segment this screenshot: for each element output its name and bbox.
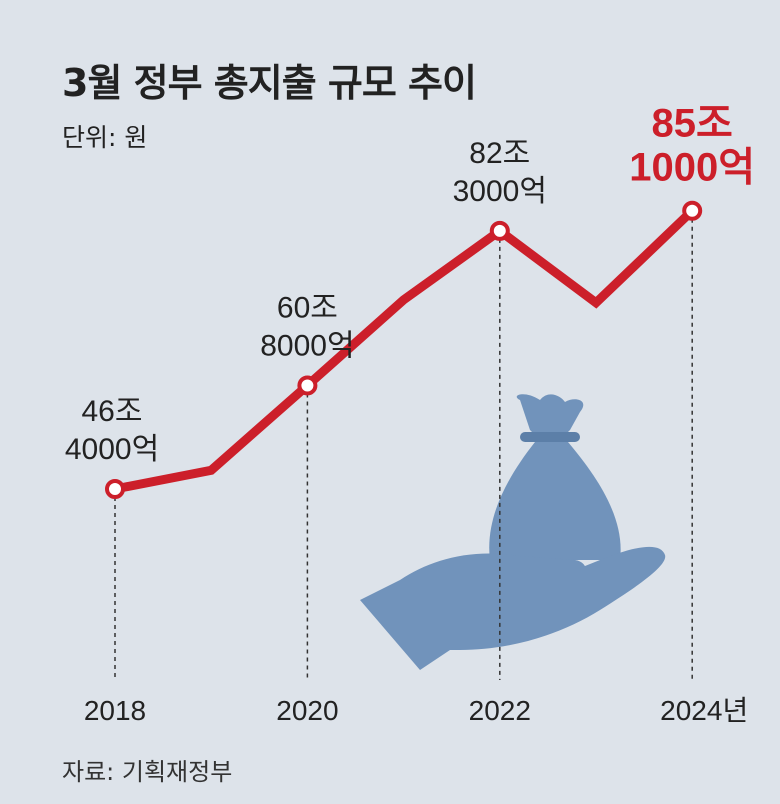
data-label-line1: 46조	[82, 395, 143, 428]
x-tick-label: 2020	[276, 695, 338, 726]
data-point	[682, 200, 703, 221]
source-label: 자료: 기획재정부	[62, 758, 233, 786]
x-tick-label: 2024년	[660, 695, 748, 726]
data-label-line1: 60조	[277, 291, 338, 324]
data-label-line2: 4000억	[65, 433, 159, 466]
data-label-line1: 85조	[652, 102, 733, 146]
x-tick-label: 2018	[84, 695, 146, 726]
data-point	[105, 479, 125, 499]
data-label-line2: 8000억	[260, 329, 354, 362]
data-point	[297, 375, 318, 396]
data-point	[489, 220, 510, 241]
unit-label: 단위: 원	[62, 123, 148, 152]
data-label-line2: 1000억	[629, 146, 755, 190]
data-label-line1: 82조	[469, 137, 530, 170]
chart-title: 3월 정부 총지출 규모 추이	[62, 61, 477, 105]
series-line	[114, 207, 696, 494]
x-tick-label: 2022	[469, 695, 531, 726]
data-label-line2: 3000억	[453, 175, 547, 208]
hand-holding-money-bag-icon	[360, 394, 666, 670]
